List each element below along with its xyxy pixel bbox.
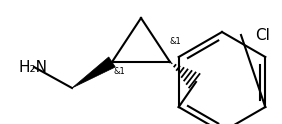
Text: Cl: Cl xyxy=(255,28,270,43)
Polygon shape xyxy=(72,57,115,88)
Text: &1: &1 xyxy=(170,37,182,46)
Text: &1: &1 xyxy=(113,67,125,76)
Text: H₂N: H₂N xyxy=(18,60,47,75)
